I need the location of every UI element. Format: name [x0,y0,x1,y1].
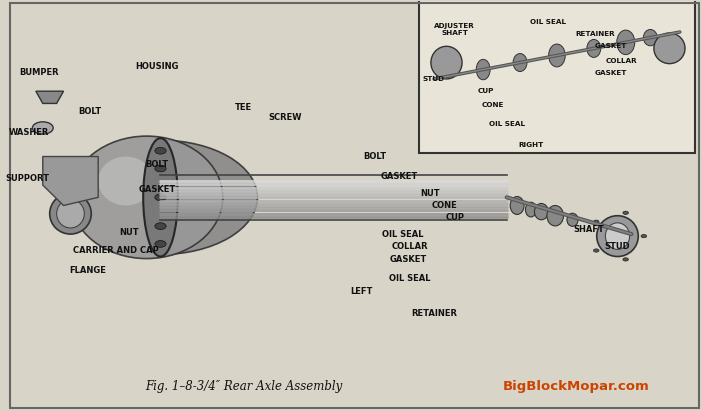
Text: CUP: CUP [478,88,494,94]
Text: OIL SEAL: OIL SEAL [489,121,524,127]
Text: RETAINER: RETAINER [411,309,458,318]
Text: COLLAR: COLLAR [605,58,637,64]
Text: FLANGE: FLANGE [69,266,106,275]
Text: GASKET: GASKET [390,255,427,264]
Ellipse shape [644,30,657,46]
Text: BOLT: BOLT [145,160,168,169]
Polygon shape [43,157,98,206]
Text: SCREW: SCREW [268,113,302,122]
Ellipse shape [534,203,548,220]
FancyBboxPatch shape [419,0,695,153]
Text: GASKET: GASKET [595,70,627,76]
Ellipse shape [70,136,223,259]
Circle shape [155,148,166,154]
Ellipse shape [623,211,628,215]
Ellipse shape [623,258,628,261]
Ellipse shape [593,249,599,252]
Text: SUPPORT: SUPPORT [6,174,50,183]
Ellipse shape [587,39,601,58]
Text: STUD: STUD [604,242,630,251]
Text: CUP: CUP [445,213,464,222]
Ellipse shape [525,202,536,217]
Ellipse shape [50,193,91,234]
Ellipse shape [98,157,154,206]
Ellipse shape [654,33,685,64]
Circle shape [155,194,166,201]
Text: TEE: TEE [235,103,252,112]
Text: WASHER: WASHER [8,127,49,136]
Circle shape [155,223,166,229]
Ellipse shape [605,223,630,249]
Ellipse shape [32,122,53,134]
Text: BOLT: BOLT [364,152,387,161]
Text: OIL SEAL: OIL SEAL [382,230,423,238]
Circle shape [155,241,166,247]
Text: GASKET: GASKET [138,185,176,194]
Text: GASKET: GASKET [595,43,627,49]
Circle shape [155,148,166,154]
Circle shape [155,165,166,172]
Circle shape [155,194,166,201]
Ellipse shape [549,44,565,67]
Text: LEFT: LEFT [350,287,373,296]
Text: OIL SEAL: OIL SEAL [389,275,430,284]
Ellipse shape [593,220,599,223]
Ellipse shape [476,59,490,80]
Text: HOUSING: HOUSING [135,62,179,71]
Text: STUD: STUD [423,76,445,82]
Circle shape [155,223,166,229]
Text: NUT: NUT [119,228,139,237]
Text: BOLT: BOLT [79,107,101,116]
Text: OIL SEAL: OIL SEAL [530,19,567,25]
Circle shape [155,165,166,172]
Text: NUT: NUT [420,189,440,198]
Text: Fig. 1–8-3/4″ Rear Axle Assembly: Fig. 1–8-3/4″ Rear Axle Assembly [145,380,342,393]
Ellipse shape [547,206,564,226]
Text: RIGHT: RIGHT [518,142,543,148]
Text: BigBlockMopar.com: BigBlockMopar.com [503,380,649,393]
Text: CONE: CONE [482,102,504,109]
Text: BUMPER: BUMPER [20,68,59,77]
Ellipse shape [597,216,638,256]
Ellipse shape [431,46,462,79]
Text: GASKET: GASKET [380,173,418,181]
Ellipse shape [567,213,578,226]
Ellipse shape [143,138,178,256]
Text: ADJUSTER
SHAFT: ADJUSTER SHAFT [435,23,475,37]
Ellipse shape [641,235,647,238]
Text: RETAINER: RETAINER [576,31,615,37]
Text: SHAFT: SHAFT [573,226,604,235]
Circle shape [155,241,166,247]
Ellipse shape [510,196,524,215]
Wedge shape [161,140,258,254]
Ellipse shape [617,30,635,55]
Text: CONE: CONE [432,201,457,210]
Ellipse shape [513,53,527,72]
Text: COLLAR: COLLAR [392,242,428,251]
Text: CARRIER AND CAP: CARRIER AND CAP [72,246,159,255]
Polygon shape [36,91,64,104]
Ellipse shape [57,199,84,228]
